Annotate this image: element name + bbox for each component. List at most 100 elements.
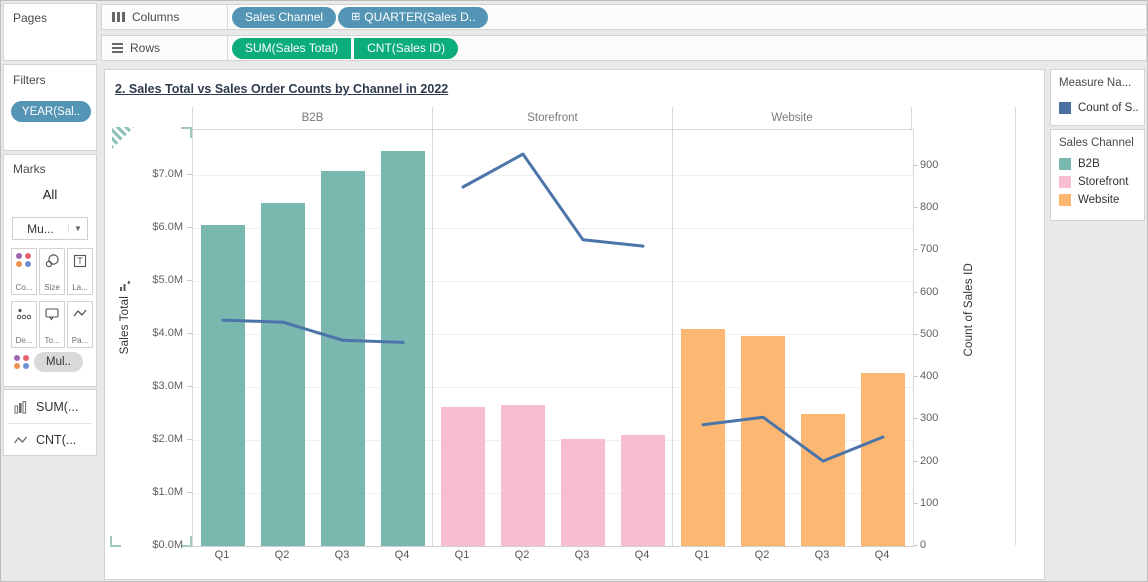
quarter-label[interactable]: Q4 — [874, 549, 890, 561]
gridline — [193, 281, 913, 283]
gridline — [193, 493, 913, 494]
bar-b2b-q3[interactable] — [321, 171, 365, 546]
quarter-label[interactable]: Q1 — [454, 549, 470, 561]
tooltip-button[interactable]: To... — [39, 301, 65, 348]
right-axis-tickmark — [913, 418, 918, 420]
svg-text:T: T — [77, 256, 83, 266]
path-button[interactable]: Pa... — [67, 301, 93, 348]
left-axis-tickmark — [187, 174, 192, 175]
quarter-label[interactable]: Q1 — [214, 549, 230, 561]
right-axis-tick-label: 100 — [920, 496, 939, 509]
rows-shelf[interactable]: Rows SUM(Sales Total) CNT(Sales ID) — [101, 35, 1147, 61]
selection-bracket — [110, 536, 121, 547]
detail-button[interactable]: De... — [11, 301, 37, 348]
worksheet-title[interactable]: 2. Sales Total vs Sales Order Counts by … — [115, 82, 449, 96]
rows-shelf-label: Rows — [102, 36, 228, 60]
bar-b2b-q4[interactable] — [381, 150, 425, 546]
panel-header-b2b[interactable]: B2B — [192, 107, 432, 129]
quarter-label[interactable]: Q2 — [514, 549, 530, 561]
pill-sales-channel[interactable]: Sales Channel — [232, 6, 337, 28]
bar-storefront-q1[interactable] — [441, 407, 485, 546]
quarter-label[interactable]: Q2 — [754, 549, 770, 561]
left-axis-tickmark — [187, 386, 192, 387]
left-axis-tickmark — [187, 227, 192, 228]
quarter-label[interactable]: Q4 — [394, 549, 410, 561]
bar-website-q3[interactable] — [801, 414, 845, 546]
panel-header-storefront[interactable]: Storefront — [432, 107, 672, 129]
bar-storefront-q3[interactable] — [561, 439, 605, 546]
gridline — [193, 387, 913, 389]
measure-row-sum[interactable]: SUM(... — [4, 391, 96, 423]
right-axis-tickmark — [913, 460, 918, 462]
bar-storefront-q2[interactable] — [501, 404, 545, 546]
right-axis-tick-label: 400 — [920, 370, 939, 383]
size-button[interactable]: Size — [39, 248, 65, 295]
bar-website-q2[interactable] — [741, 335, 785, 546]
left-axis-tick-label: $0.0M — [152, 539, 183, 551]
legend-item-website[interactable]: Website — [1059, 194, 1129, 206]
mark-type-dropdown[interactable]: Mu... ▼ — [12, 217, 88, 240]
left-axis-tickmark — [187, 280, 192, 281]
left-axis-tick-label: $2.0M — [152, 433, 183, 445]
sheet-selection-handle[interactable] — [112, 127, 134, 149]
legend-swatch-b2b — [1059, 158, 1071, 170]
pill-cnt-sales-id[interactable]: CNT(Sales ID) — [354, 37, 459, 59]
right-axis-tick-label: 500 — [920, 327, 939, 340]
chevron-down-icon[interactable]: ▼ — [68, 224, 87, 233]
gridline — [193, 334, 913, 336]
right-axis-tickmark — [913, 333, 918, 335]
columns-icon — [112, 12, 125, 22]
plot-area[interactable] — [192, 129, 914, 547]
expand-icon[interactable]: ⊞ — [351, 10, 361, 23]
quarter-label[interactable]: Q3 — [334, 549, 350, 561]
measure-row-cnt[interactable]: CNT(... — [4, 424, 96, 456]
legend-item-count[interactable]: Count of S.. — [1059, 102, 1139, 114]
quarter-label[interactable]: Q2 — [274, 549, 290, 561]
bar-b2b-q2[interactable] — [261, 202, 305, 546]
pill-sum-sales-total[interactable]: SUM(Sales Total) — [232, 37, 352, 59]
legend-item-storefront[interactable]: Storefront — [1059, 176, 1129, 188]
left-axis-tick-label: $1.0M — [152, 486, 183, 498]
right-axis-tickmark — [913, 207, 918, 209]
bar-b2b-q1[interactable] — [201, 225, 245, 546]
right-axis-tickmark — [913, 376, 918, 378]
pill-multiple-fields[interactable]: Mul.. — [34, 352, 83, 372]
left-axis-tickmark — [187, 333, 192, 334]
pages-card[interactable]: Pages — [3, 3, 97, 61]
legend-swatch-count — [1059, 102, 1071, 114]
filters-card[interactable]: Filters YEAR(Sal.. — [3, 64, 97, 151]
quarter-label[interactable]: Q1 — [694, 549, 710, 561]
left-axis-tick-label: $7.0M — [152, 168, 183, 181]
multiple-fields-icon — [14, 355, 30, 369]
worksheet[interactable]: 2. Sales Total vs Sales Order Counts by … — [104, 69, 1045, 580]
columns-shelf[interactable]: Columns Sales Channel ⊞ QUARTER(Sales D.. — [101, 4, 1147, 30]
selection-bracket — [181, 536, 192, 547]
left-axis-tick-label: $6.0M — [152, 221, 183, 234]
right-axis-tick-label: 700 — [920, 243, 939, 256]
right-axis-tick-label: 200 — [920, 454, 939, 467]
marks-card: Marks All Mu... ▼ Co... Size T La... De.… — [3, 154, 97, 387]
quarter-label[interactable]: Q3 — [574, 549, 590, 561]
sales-channel-legend: Sales Channel B2B Storefront Website — [1050, 129, 1145, 221]
quarter-label[interactable]: Q4 — [634, 549, 650, 561]
sales-channel-legend-title: Sales Channel — [1059, 137, 1134, 149]
bar-storefront-q4[interactable] — [621, 435, 665, 546]
bar-website-q1[interactable] — [681, 329, 725, 546]
label-button[interactable]: T La... — [67, 248, 93, 295]
left-axis-label: Sales Total — [119, 296, 131, 355]
color-button[interactable]: Co... — [11, 248, 37, 295]
right-axis-tickmark — [913, 249, 918, 251]
bar-website-q4[interactable] — [861, 373, 905, 546]
quarter-label[interactable]: Q3 — [814, 549, 830, 561]
legend-item-b2b[interactable]: B2B — [1059, 158, 1129, 170]
path-icon — [73, 309, 87, 317]
marks-scope-all[interactable]: All — [42, 187, 58, 202]
right-axis-title-group: Count of Sales ID — [963, 185, 975, 435]
pill-year-filter[interactable]: YEAR(Sal.. — [11, 101, 91, 122]
left-axis-tick-label: $5.0M — [152, 274, 183, 287]
left-axis-tickmark — [187, 492, 192, 493]
sort-icon[interactable] — [119, 280, 131, 292]
pill-quarter-sales-date[interactable]: ⊞ QUARTER(Sales D.. — [338, 6, 489, 28]
measures-card: SUM(... CNT(... — [3, 389, 97, 456]
panel-header-website[interactable]: Website — [672, 107, 912, 129]
